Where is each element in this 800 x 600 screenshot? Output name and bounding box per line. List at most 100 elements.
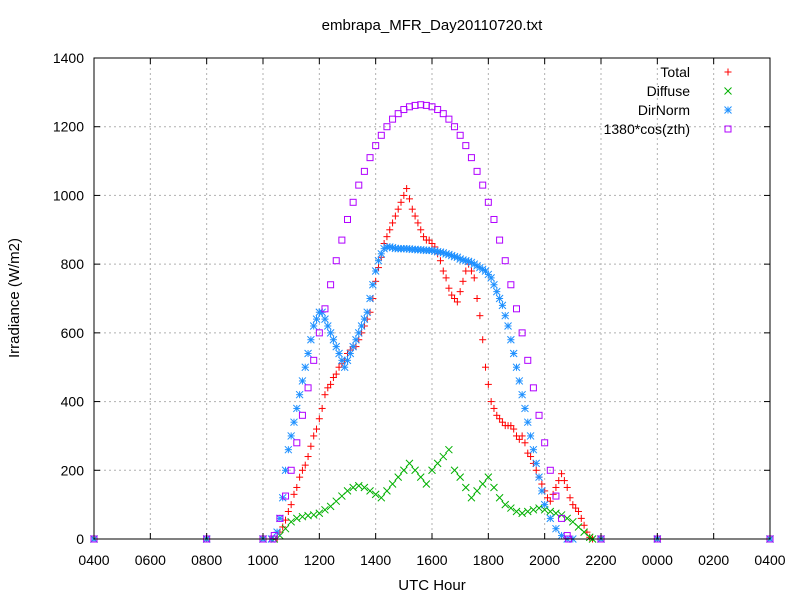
- data-point: [482, 363, 490, 371]
- data-point: [451, 123, 459, 131]
- x-axis-title: UTC Hour: [398, 577, 466, 594]
- data-point: [490, 215, 498, 223]
- data-point: [507, 335, 515, 344]
- data-point: [462, 142, 470, 150]
- data-point: [340, 363, 349, 372]
- data-point: [354, 481, 363, 490]
- data-point: [327, 380, 335, 388]
- data-point: [518, 329, 526, 337]
- data-point: [354, 329, 363, 337]
- data-point: [366, 154, 374, 162]
- data-point: [532, 459, 541, 468]
- data-point: [315, 509, 324, 518]
- data-point: [301, 461, 309, 469]
- data-point: [558, 514, 566, 522]
- data-point: [321, 391, 329, 399]
- y-tick-label: 600: [61, 325, 85, 341]
- y-axis-title: Irradiance (W/m2): [6, 238, 23, 358]
- x-tick-label: 1800: [473, 552, 504, 568]
- data-point: [537, 487, 546, 495]
- x-tick-label: 0800: [191, 552, 222, 568]
- data-point: [507, 281, 515, 289]
- data-point: [315, 415, 323, 423]
- data-point: [326, 329, 335, 337]
- legend-label: Diffuse: [647, 83, 691, 99]
- data-point: [290, 490, 298, 498]
- data-point: [495, 294, 504, 303]
- data-point: [577, 514, 585, 522]
- data-point: [456, 473, 465, 482]
- data-point: [315, 329, 323, 337]
- data-point: [292, 404, 301, 413]
- data-point: [321, 315, 329, 323]
- x-tick-label: 0400: [754, 552, 785, 568]
- data-point: [515, 377, 524, 385]
- data-point: [355, 181, 363, 189]
- data-point: [298, 377, 307, 385]
- y-tick-label: 200: [61, 462, 85, 478]
- data-point: [310, 432, 318, 440]
- data-point: [309, 511, 318, 519]
- data-point: [563, 483, 571, 491]
- data-point: [518, 432, 526, 440]
- data-point: [389, 115, 397, 123]
- data-point: [293, 439, 301, 447]
- axis-layer: 0400 0600 0800 1000 1200 1400 1600 1800 2000 2200…: [53, 50, 786, 568]
- data-point: [529, 445, 538, 454]
- data-point: [394, 473, 403, 482]
- data-point: [416, 473, 425, 482]
- data-point: [276, 514, 284, 522]
- data-point: [287, 501, 295, 509]
- data-point: [304, 384, 312, 392]
- data-point: [290, 418, 298, 427]
- data-point: [372, 142, 380, 150]
- grid-layer: [94, 58, 770, 539]
- data-point: [371, 490, 380, 499]
- data-point: [295, 390, 304, 399]
- data-point: [279, 523, 287, 531]
- data-point: [405, 459, 414, 468]
- data-point: [403, 185, 411, 193]
- data-point: [344, 215, 351, 223]
- data-point: [442, 274, 450, 282]
- data-point: [327, 281, 335, 289]
- data-point: [309, 322, 318, 330]
- data-point: [501, 257, 509, 265]
- data-point: [357, 322, 366, 330]
- legend-marker: [724, 68, 732, 76]
- data-point: [301, 363, 310, 372]
- data-point: [501, 500, 510, 509]
- data-point: [487, 398, 495, 406]
- data-point: [487, 274, 496, 282]
- data-point: [377, 131, 385, 139]
- data-point: [498, 301, 507, 310]
- data-point: [349, 342, 357, 351]
- data-point: [558, 470, 566, 478]
- data-point: [414, 219, 422, 227]
- data-point: [461, 483, 470, 492]
- y-tick-label: 1400: [53, 50, 84, 66]
- data-point: [524, 356, 532, 364]
- data-point: [411, 466, 419, 475]
- data-point: [436, 257, 444, 265]
- data-point: [512, 363, 521, 372]
- data-point: [366, 487, 374, 495]
- data-point: [521, 404, 529, 413]
- data-point: [459, 277, 467, 285]
- x-tick-label: 2000: [529, 552, 560, 568]
- data-point: [394, 205, 402, 213]
- data-point: [428, 466, 436, 475]
- data-point: [541, 439, 549, 447]
- data-point: [321, 305, 329, 313]
- data-point: [490, 483, 498, 492]
- legend-label: DirNorm: [638, 102, 690, 118]
- data-point: [422, 480, 431, 488]
- data-point: [456, 131, 464, 139]
- data-point: [332, 257, 340, 265]
- data-point: [478, 480, 487, 488]
- data-point: [492, 287, 501, 296]
- data-point: [349, 198, 357, 206]
- data-point: [532, 466, 540, 474]
- data-point: [310, 356, 318, 364]
